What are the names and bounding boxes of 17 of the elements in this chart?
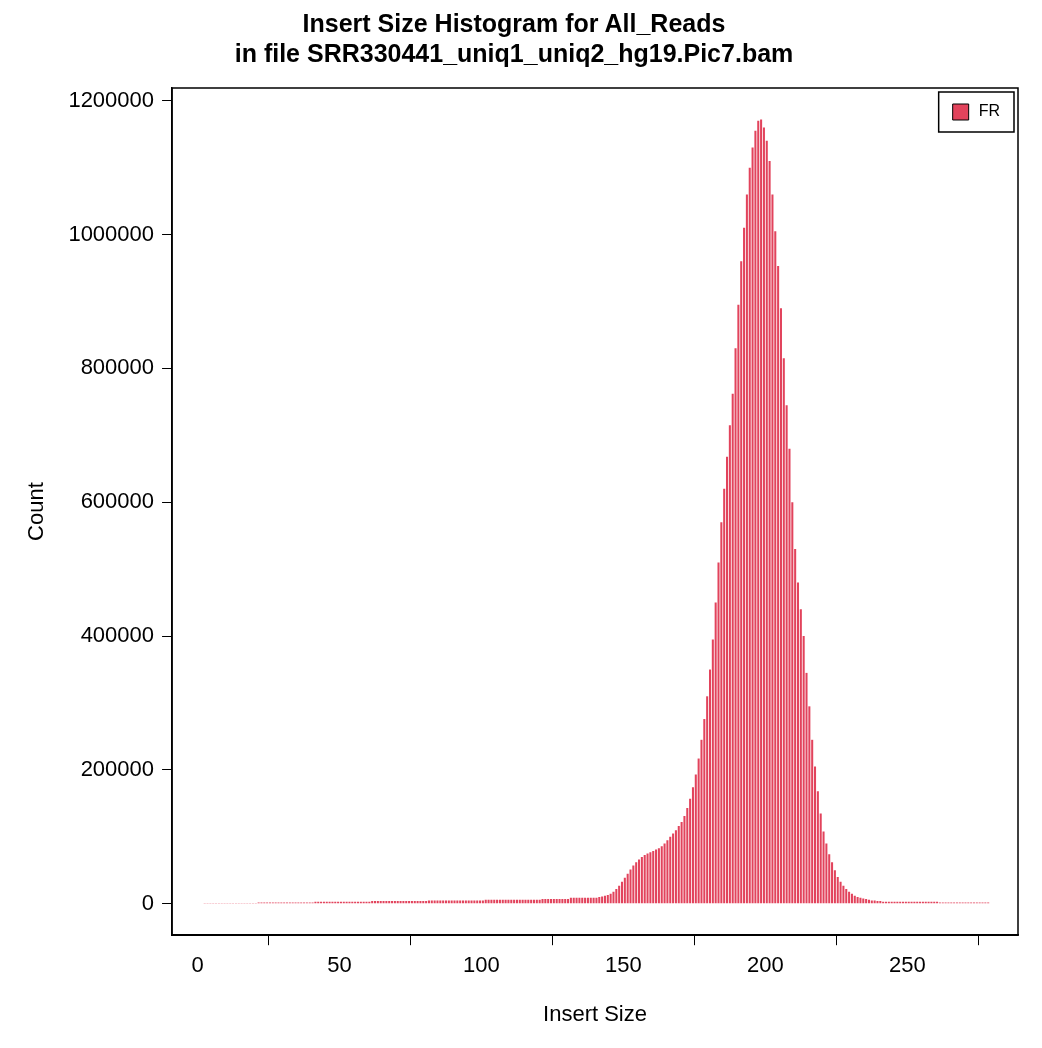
x-tick-label: 150 <box>605 952 642 978</box>
y-tick-label: 800000 <box>80 354 155 380</box>
y-tick-label: 0 <box>141 889 155 915</box>
y-tick-label: 1200000 <box>68 86 155 112</box>
chart-title: Insert Size Histogram for All_Reads in file SRR330441_uniq1_uniq2_hg19.Pic7.bam <box>234 8 794 67</box>
x-tick-label: 0 <box>191 952 204 978</box>
y-tick-label: 200000 <box>80 755 155 781</box>
x-axis-title: Insert Size <box>543 1000 647 1026</box>
y-tick-label: 600000 <box>80 488 155 514</box>
y-axis-title: Count <box>23 482 49 541</box>
x-tick-label: 100 <box>463 952 500 978</box>
y-tick-label: 1000000 <box>68 220 155 246</box>
x-tick-label: 250 <box>888 952 926 978</box>
x-tick-label: 200 <box>746 952 784 978</box>
y-tick-label: 400000 <box>80 622 155 648</box>
x-tick-label: 50 <box>327 952 352 978</box>
legend-label: FR <box>978 102 1000 120</box>
